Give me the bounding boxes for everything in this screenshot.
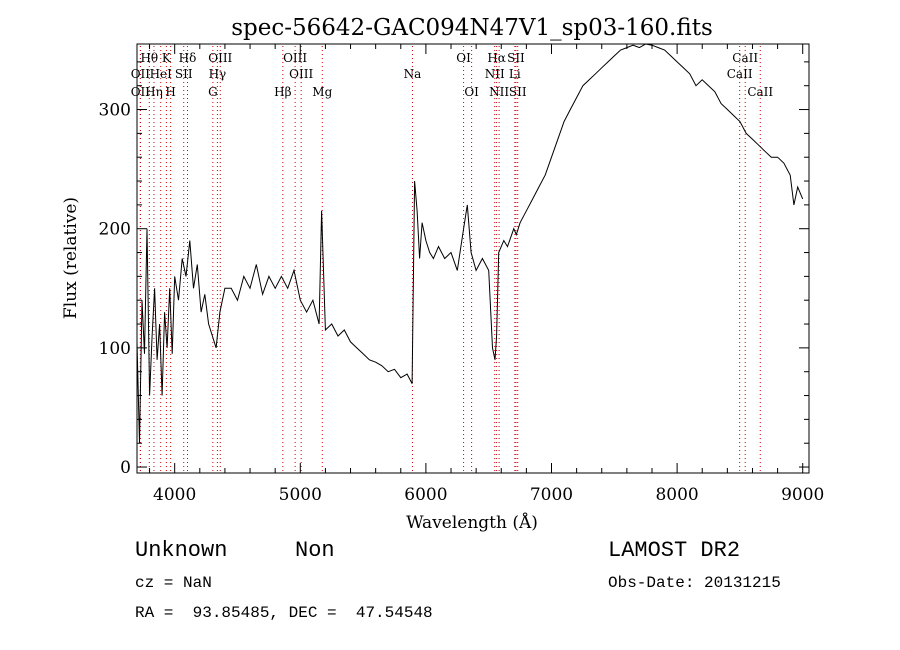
line-label-23: Na (404, 67, 422, 81)
y-axis-label: Flux (relative) (61, 197, 81, 319)
line-label-22: Mg (312, 85, 332, 99)
object-subclass: Non (295, 538, 335, 563)
line-label-6: Hα (487, 51, 506, 65)
y-axis-ticks: 0 100 200 300 (99, 61, 809, 478)
line-markers (139, 46, 761, 473)
plot-frame (136, 43, 810, 474)
line-label-11: SII (175, 67, 193, 81)
line-label-9: OII (131, 67, 151, 81)
line-label-21: Hβ (274, 85, 291, 99)
line-label-4: OIII (283, 51, 307, 65)
line-label-24: OI (464, 85, 479, 99)
line-label-25: NII (489, 85, 509, 99)
survey-name: LAMOST DR2 (608, 538, 741, 563)
x-tick-label-3: 7000 (530, 485, 573, 505)
line-label-27: CaII (747, 85, 773, 99)
x-tick-label-4: 8000 (655, 485, 698, 505)
line-label-15: Li (509, 67, 521, 81)
line-label-8: CaII (732, 51, 758, 65)
redshift-label: cz = NaN (135, 574, 212, 592)
line-label-2: Hδ (179, 51, 197, 65)
line-label-10: HeI (150, 67, 173, 81)
line-label-1: K (162, 51, 172, 65)
line-label-5: OI (456, 51, 471, 65)
line-label-19: H (165, 85, 175, 99)
chart-title: spec-56642-GAC094N47V1_sp03-160.fits (231, 15, 713, 41)
line-label-7: SII (507, 51, 525, 65)
y-tick-label-2: 200 (99, 220, 131, 240)
coordinates-label: RA = 93.85485, DEC = 47.54548 (135, 604, 433, 622)
x-axis-ticks: 4000 5000 6000 7000 8000 9000 (149, 44, 824, 505)
line-label-18: Hη (145, 85, 163, 99)
line-label-17: OII (131, 85, 151, 99)
y-tick-label-3: 300 (99, 101, 131, 121)
x-tick-label-5: 9000 (781, 485, 824, 505)
spectrum-line (136, 43, 804, 444)
line-label-13: OIII (289, 67, 313, 81)
y-tick-label-1: 100 (99, 339, 131, 359)
x-axis-label: Wavelength (Å) (406, 512, 538, 533)
observation-date: Obs-Date: 20131215 (608, 574, 781, 592)
x-tick-label-2: 6000 (404, 485, 447, 505)
line-label-16: CaII (727, 67, 753, 81)
line-label-12: Hγ (209, 67, 227, 81)
line-label-0: Hθ (140, 51, 158, 65)
line-label-20: G (208, 85, 218, 99)
y-tick-label-0: 0 (120, 458, 131, 478)
x-tick-label-1: 5000 (279, 485, 322, 505)
x-tick-label-0: 4000 (153, 485, 196, 505)
line-label-3: OIII (208, 51, 232, 65)
line-label-26: SII (509, 85, 527, 99)
object-class: Unknown (135, 538, 228, 563)
line-label-14: NII (485, 67, 505, 81)
